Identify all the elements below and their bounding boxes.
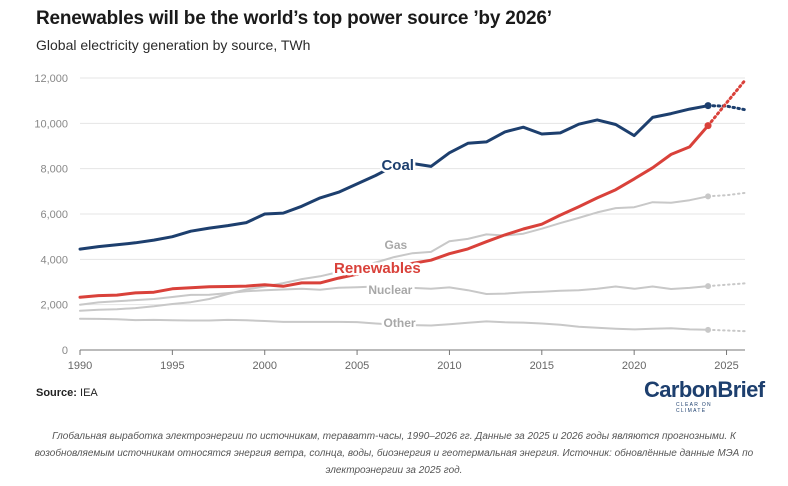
y-tick-label: 0	[62, 345, 68, 357]
other-end-marker	[705, 326, 712, 333]
source-note: Source: IEA	[36, 387, 98, 399]
y-tick-label: 8,000	[40, 164, 68, 176]
nuclear-forecast-line	[707, 282, 746, 288]
logo-text: CarbonBrief	[644, 377, 765, 402]
logo-tagline: CLEAR ON CLIMATE	[676, 402, 712, 414]
x-tick-label: 2015	[530, 360, 554, 372]
gas-label: Gas	[385, 238, 408, 252]
figure-caption: Глобальная выработка электроэнергии по и…	[34, 431, 754, 476]
x-tick-label: 1990	[68, 360, 92, 372]
coal-series	[78, 102, 747, 251]
x-tick-label: 2005	[345, 360, 369, 372]
other-line	[79, 317, 710, 331]
source-label: Source:	[36, 387, 77, 399]
x-tick-label: 2000	[252, 360, 276, 372]
x-axis: 1990 1995 2000 2005 2010 2015 2020 2025	[68, 349, 745, 372]
coal-line	[78, 104, 710, 251]
renewables-series	[78, 78, 747, 299]
series-labels: Other Nuclear Gas Coal Renewables	[332, 155, 424, 333]
y-tick-label: 10,000	[34, 118, 68, 130]
series-lines	[78, 78, 747, 333]
gas-end-marker	[705, 193, 712, 200]
renewables-label: Renewables	[334, 260, 421, 277]
gas-series	[79, 191, 746, 312]
nuclear-series	[79, 282, 746, 306]
coal-label: Coal	[381, 157, 414, 174]
y-tick-label: 2,000	[40, 300, 68, 312]
renewables-end-marker	[704, 122, 712, 130]
other-forecast-line	[707, 328, 746, 333]
y-axis: 0 2,000 4,000 6,000 8,000 10,000 12,000	[34, 73, 68, 357]
gas-forecast-line	[707, 191, 746, 198]
nuclear-end-marker	[705, 283, 712, 290]
coal-end-marker	[704, 102, 712, 110]
x-tick-label: 1995	[160, 360, 184, 372]
carbonbrief-logo: CarbonBrief CLEAR ON CLIMATE	[644, 377, 765, 415]
nuclear-line	[79, 285, 710, 306]
renewables-forecast-line	[706, 78, 747, 128]
gas-line	[79, 195, 710, 312]
chart-title: Renewables will be the world’s top power…	[36, 8, 552, 29]
other-series	[79, 317, 746, 333]
source-value: IEA	[80, 387, 98, 399]
x-tick-label: 2010	[437, 360, 461, 372]
y-tick-label: 12,000	[34, 73, 68, 85]
renewables-line	[78, 124, 710, 299]
coal-forecast-line	[706, 104, 747, 112]
chart-subtitle: Global electricity generation by source,…	[36, 37, 311, 53]
nuclear-label: Nuclear	[368, 283, 412, 297]
y-tick-label: 6,000	[40, 209, 68, 221]
x-tick-label: 2020	[622, 360, 646, 372]
y-tick-label: 4,000	[40, 254, 68, 266]
x-tick-label: 2025	[714, 360, 738, 372]
other-label: Other	[384, 316, 416, 330]
gridlines	[80, 77, 745, 306]
